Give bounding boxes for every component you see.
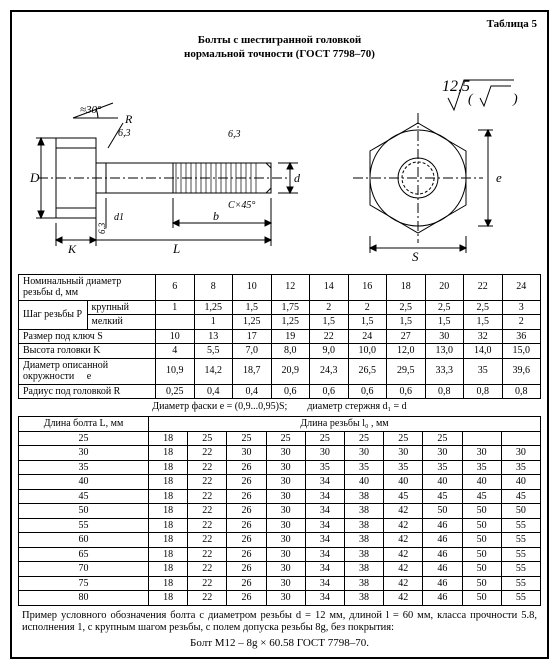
svg-text:K: K <box>67 242 77 256</box>
svg-text:6,3: 6,3 <box>118 128 131 139</box>
svg-text:(: ( <box>468 92 474 107</box>
length-table: Длина болта L, ммДлина резьбы l₀ , мм251… <box>18 416 541 606</box>
bolt-diagram: ≈30° R 6,3 6,3 D d d1 C×45° b K L 6,3 S … <box>18 68 541 268</box>
svg-text:): ) <box>512 92 518 107</box>
svg-text:e: e <box>496 170 502 185</box>
page-title: Болты с шестигранной головкойнормальной … <box>18 34 541 62</box>
svg-text:6,3: 6,3 <box>97 222 107 234</box>
svg-text:S: S <box>412 249 419 264</box>
svg-text:d1: d1 <box>114 212 124 223</box>
svg-text:D: D <box>29 170 40 185</box>
svg-text:R: R <box>124 112 133 126</box>
svg-text:≈30°: ≈30° <box>80 104 102 116</box>
svg-text:C×45°: C×45° <box>228 200 255 211</box>
svg-text:6,3: 6,3 <box>228 129 241 140</box>
footer-text: Пример условного обозначения болта с диа… <box>22 610 537 635</box>
table-label: Таблица 5 <box>18 18 537 30</box>
note-row: Диаметр фаски e = (0,9...0,95)S; диаметр… <box>18 399 541 414</box>
svg-text:L: L <box>172 241 180 256</box>
footer-designation: Болт М12 – 8g × 60.58 ГОСТ 7798–70. <box>18 637 541 649</box>
svg-text:12,5: 12,5 <box>442 78 470 95</box>
svg-text:b: b <box>213 209 219 223</box>
svg-text:d: d <box>294 171 301 185</box>
main-params-table: Номинальный диаметр резьбы d, мм68101214… <box>18 274 541 400</box>
